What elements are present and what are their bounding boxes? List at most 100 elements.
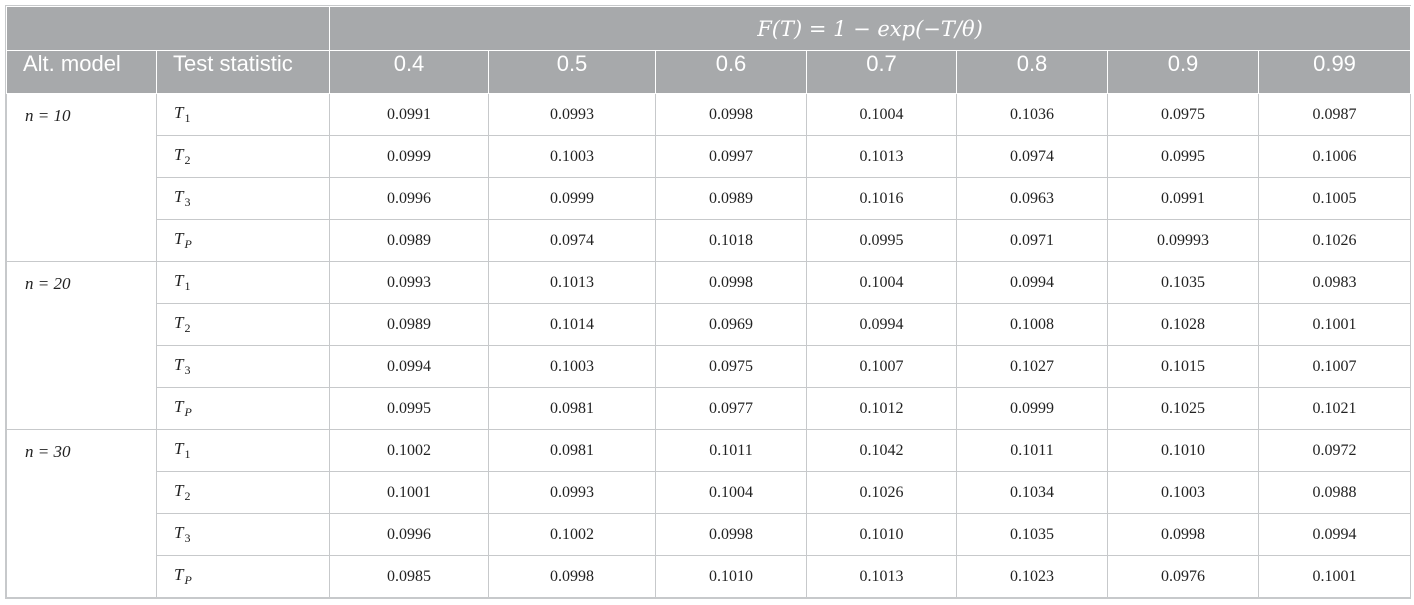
table-row: n = 20 T1 0.0993 0.1013 0.0998 0.1004 0.0994 0.… xyxy=(6,261,1412,430)
statistic-subscript: 3 xyxy=(184,363,191,377)
value-cell: 0.1015 xyxy=(1107,345,1259,388)
value-cell: 0.1002 xyxy=(488,513,656,556)
value-cell: 0.1026 xyxy=(806,471,957,514)
value-cell: 0.1004 xyxy=(806,261,957,304)
value-cell: 0.1013 xyxy=(806,555,957,598)
statistic-symbol: T xyxy=(174,229,184,248)
value-cell: 0.1006 xyxy=(1257,135,1412,178)
alt-model-cell: n = 20 xyxy=(6,261,157,430)
value-cell: 0.0998 xyxy=(655,261,807,304)
value-cell: 0.0996 xyxy=(329,513,489,556)
test-statistic-cell: T2 xyxy=(156,303,330,346)
value-cell: 0.0998 xyxy=(655,93,807,136)
statistic-symbol: T xyxy=(174,523,184,542)
header-row-formula: F(T) = 1 − exp(−T/θ) xyxy=(6,6,1412,51)
value-cell: 0.1010 xyxy=(655,555,807,598)
value-cell: 0.1001 xyxy=(1257,555,1412,598)
value-cell: 0.1001 xyxy=(1257,303,1412,346)
value-cell: 0.1035 xyxy=(956,513,1108,556)
value-cell: 0.1025 xyxy=(1107,387,1259,430)
value-cell: 0.0985 xyxy=(329,555,489,598)
value-cell: 0.0975 xyxy=(1107,93,1259,136)
column-header: 0.8 xyxy=(956,50,1108,94)
table-row: T3 0.0996 0.1002 0.0998 0.1010 0.1035 0.0998 0.… xyxy=(7,513,1412,556)
statistic-symbol: T xyxy=(174,355,184,374)
column-header: 0.4 xyxy=(329,50,489,94)
value-cell: 0.1021 xyxy=(1257,387,1412,430)
value-cell: 0.1001 xyxy=(329,471,489,514)
value-cell: 0.0991 xyxy=(1107,177,1259,220)
statistic-subscript: 2 xyxy=(184,321,191,335)
value-cell: 0.1010 xyxy=(1107,429,1259,472)
value-cell: 0.1042 xyxy=(806,429,957,472)
value-cell: 0.0993 xyxy=(329,261,489,304)
value-cell: 0.0991 xyxy=(329,93,489,136)
value-cell: 0.0975 xyxy=(655,345,807,388)
value-cell: 0.0993 xyxy=(488,471,656,514)
value-cell: 0.1026 xyxy=(1257,219,1412,262)
value-cell: 0.1005 xyxy=(1257,177,1412,220)
value-cell: 0.0999 xyxy=(956,387,1108,430)
value-cell: 0.0977 xyxy=(655,387,807,430)
table-row: n = 30 T1 0.1002 0.0981 0.1011 0.1042 0.1011 0.… xyxy=(6,429,1412,598)
value-cell: 0.0998 xyxy=(1107,513,1259,556)
value-cell: 0.1014 xyxy=(488,303,656,346)
value-cell: 0.1013 xyxy=(806,135,957,178)
value-cell: 0.1012 xyxy=(806,387,957,430)
test-statistic-cell: T1 xyxy=(156,429,330,472)
statistic-subscript: P xyxy=(184,573,192,587)
value-cell: 0.1028 xyxy=(1107,303,1259,346)
value-cell: 0.0994 xyxy=(1257,513,1412,556)
value-cell: 0.1018 xyxy=(655,219,807,262)
value-cell: 0.0974 xyxy=(956,135,1108,178)
value-cell: 0.1010 xyxy=(806,513,957,556)
statistic-symbol: T xyxy=(174,103,184,122)
statistic-symbol: T xyxy=(174,313,184,332)
value-cell: 0.1004 xyxy=(806,93,957,136)
alt-model-cell: n = 30 xyxy=(6,429,157,598)
column-header: 0.6 xyxy=(655,50,807,94)
test-statistic-header: Test statistic xyxy=(156,50,330,94)
results-table: F(T) = 1 − exp(−T/θ) Alt. model Test sta… xyxy=(6,6,1412,598)
table-row: T2 0.1001 0.0993 0.1004 0.1026 0.1034 0.1003 0.… xyxy=(7,471,1412,514)
statistic-symbol: T xyxy=(174,145,184,164)
header-empty-cell xyxy=(6,6,330,51)
statistic-symbol: T xyxy=(174,271,184,290)
value-cell: 0.0983 xyxy=(1257,261,1412,304)
value-cell: 0.1034 xyxy=(956,471,1108,514)
value-cell: 0.1007 xyxy=(806,345,957,388)
value-cell: 0.0996 xyxy=(329,177,489,220)
value-cell: 0.1002 xyxy=(329,429,489,472)
statistic-subscript: 2 xyxy=(184,489,191,503)
table-row: TP 0.0989 0.0974 0.1018 0.0995 0.0971 0.09993 0… xyxy=(7,219,1412,262)
value-cell: 0.0972 xyxy=(1257,429,1412,472)
value-cell: 0.0998 xyxy=(655,513,807,556)
table-row: T2 0.0989 0.1014 0.0969 0.0994 0.1008 0.1028 0.… xyxy=(7,303,1412,346)
value-cell: 0.0981 xyxy=(488,387,656,430)
value-cell: 0.0988 xyxy=(1257,471,1412,514)
test-statistic-cell: T3 xyxy=(156,177,330,220)
value-cell: 0.0963 xyxy=(956,177,1108,220)
test-statistic-cell: T1 xyxy=(156,93,330,136)
value-cell: 0.0974 xyxy=(488,219,656,262)
table-row: n = 10 T1 0.0991 0.0993 0.0998 0.1004 0.1036 0.… xyxy=(6,93,1412,262)
test-statistic-cell: TP xyxy=(156,387,330,430)
statistic-subscript: 1 xyxy=(184,111,191,125)
statistic-symbol: T xyxy=(174,397,184,416)
value-cell: 0.1004 xyxy=(655,471,807,514)
value-cell: 0.1011 xyxy=(655,429,807,472)
statistic-symbol: T xyxy=(174,565,184,584)
value-cell: 0.0994 xyxy=(806,303,957,346)
header-row-columns: Alt. model Test statistic 0.4 0.5 0.6 0.… xyxy=(6,50,1412,94)
value-cell: 0.0999 xyxy=(329,135,489,178)
value-cell: 0.0989 xyxy=(655,177,807,220)
value-cell: 0.1003 xyxy=(488,135,656,178)
statistic-subscript: 2 xyxy=(184,153,191,167)
formula-header: F(T) = 1 − exp(−T/θ) xyxy=(328,6,1412,51)
column-header: 0.5 xyxy=(488,50,656,94)
table-row: T3 0.0994 0.1003 0.0975 0.1007 0.1027 0.1015 0.… xyxy=(7,345,1412,388)
alt-model-header: Alt. model xyxy=(6,50,157,94)
test-statistic-cell: TP xyxy=(156,219,330,262)
value-cell: 0.1013 xyxy=(488,261,656,304)
value-cell: 0.0987 xyxy=(1257,93,1412,136)
